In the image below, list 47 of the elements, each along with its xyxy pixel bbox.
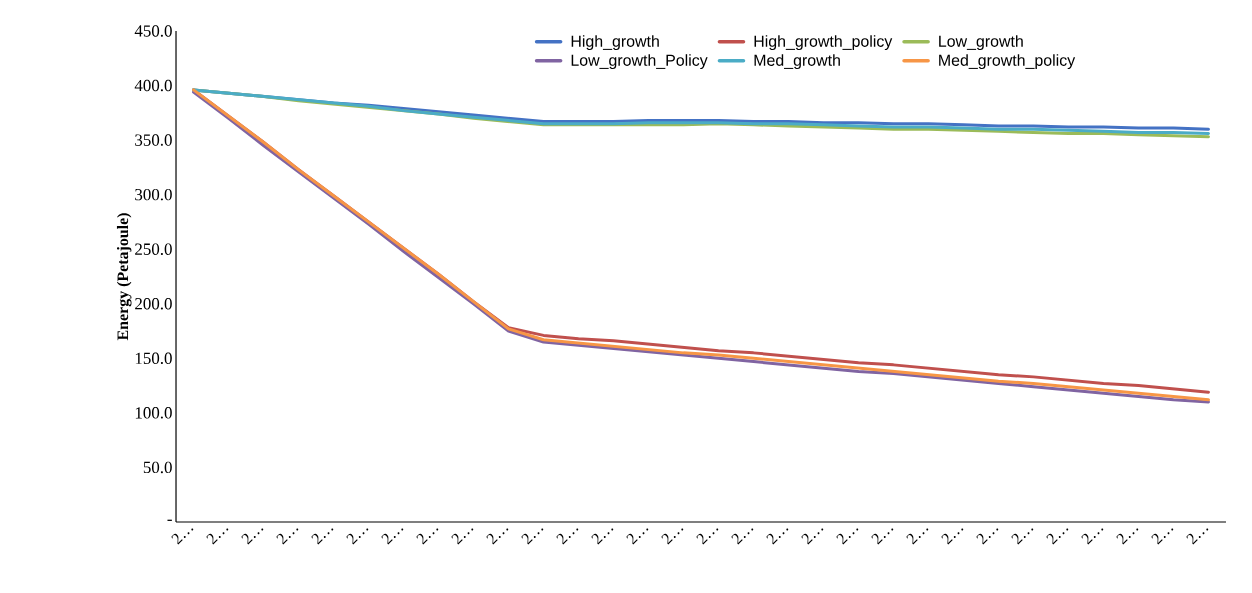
x-tick-label: 2… [626, 528, 649, 545]
x-tick-label: 2… [1046, 528, 1069, 545]
y-tick-label: 450.0 [134, 25, 172, 37]
x-tick-label: 2… [556, 528, 579, 545]
x-tick-label: 2… [416, 528, 439, 545]
legend-label: Low_growth_Policy [571, 54, 708, 70]
x-tick-label: 2… [696, 528, 719, 545]
legend-label: Med_growth [754, 54, 840, 70]
y-tick-label: 50.0 [143, 461, 172, 474]
y-tick-label: 100.0 [135, 407, 172, 419]
x-tick-label: 2… [976, 528, 999, 545]
x-tick-label: 2… [1186, 528, 1209, 545]
x-tick-label: 2… [171, 528, 194, 545]
x-tick-label: 2… [591, 528, 614, 545]
x-tick-label: 2… [1151, 528, 1174, 545]
y-tick-label: 250.0 [135, 243, 172, 255]
y-tick-label: - [167, 519, 172, 521]
x-tick-label: 2… [241, 528, 264, 545]
x-tick-label: 2… [451, 528, 474, 545]
x-tick-label: 2… [661, 528, 684, 545]
x-tick-label: 2… [836, 528, 859, 545]
x-tick-label: 2… [731, 528, 754, 545]
legend-label: Med_growth_policy [939, 54, 1076, 70]
x-tick-label: 2… [801, 528, 824, 545]
legend-label: Low_growth [939, 35, 1023, 51]
y-tick-label: 300.0 [135, 188, 172, 201]
x-tick-label: 2… [381, 528, 404, 545]
x-tick-label: 2… [766, 528, 789, 545]
x-tick-label: 2… [311, 528, 334, 545]
y-tick-label: 150.0 [135, 352, 172, 365]
legend-label: High_growth [571, 35, 659, 51]
y-axis-title: Energy (Petajoule) [116, 213, 132, 341]
x-tick-label: 2… [276, 528, 299, 545]
x-tick-label: 2… [906, 528, 929, 545]
x-tick-label: 2… [871, 528, 894, 545]
legend-label: High_growth_policy [754, 35, 893, 51]
y-tick-label: 350.0 [135, 134, 172, 146]
x-tick-label: 2… [486, 528, 509, 545]
x-tick-label: 2… [206, 528, 229, 545]
x-tick-label: 2… [1081, 528, 1104, 545]
x-tick-label: 2… [1011, 528, 1034, 545]
x-tick-label: 2… [346, 528, 369, 545]
x-tick-label: 2… [941, 528, 964, 545]
y-tick-label: 200.0 [135, 298, 172, 310]
y-tick-label: 400.0 [134, 79, 172, 92]
x-tick-label: 2… [521, 528, 544, 545]
x-tick-label: 2… [1116, 528, 1139, 545]
